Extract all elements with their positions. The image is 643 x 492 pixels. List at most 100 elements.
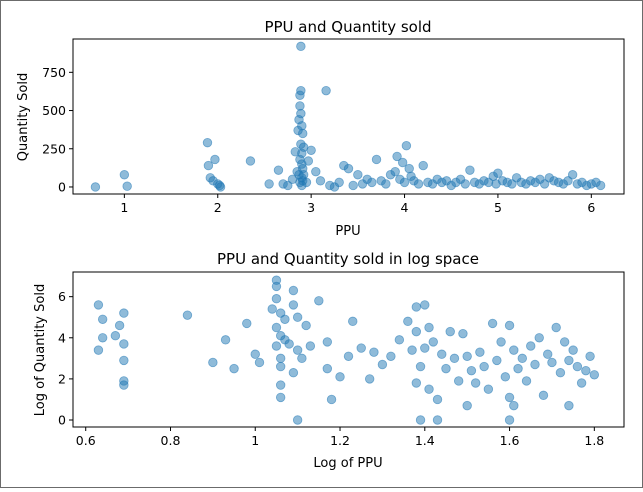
top-scatter-point	[493, 168, 503, 178]
bottom-scatter-point	[517, 353, 527, 364]
bottom-scatter-point	[547, 357, 557, 368]
top-scatter-point	[595, 180, 606, 191]
bottom-scatter-point	[335, 372, 345, 382]
bottom-scatter-point	[280, 314, 290, 324]
bottom-scatter-point	[292, 415, 303, 425]
top-y-tick-label: 500	[42, 103, 66, 118]
bottom-scatter-point	[220, 335, 231, 345]
top-scatter-point	[203, 160, 214, 171]
top-scatter-point	[399, 177, 410, 188]
top-scatter-point	[210, 154, 220, 165]
top-scatter-point	[264, 179, 274, 189]
bottom-scatter-plot: PPU and Quantity sold in log space 0.6 0.…	[33, 250, 625, 471]
top-scatter-point	[202, 137, 213, 148]
bottom-scatter-point	[521, 376, 532, 386]
top-scatter-point	[348, 180, 358, 191]
bottom-scatter-point	[411, 302, 422, 312]
top-scatter-point	[418, 160, 428, 171]
top-x-ticks: 1 2 3 4 5 6	[120, 194, 595, 215]
top-scatter-points	[90, 41, 606, 192]
bottom-scatter-point	[407, 345, 417, 355]
bottom-scatter-point	[500, 372, 511, 382]
top-scatter-point	[215, 182, 226, 192]
bottom-scatter-point	[538, 390, 549, 401]
bottom-scatter-point	[428, 337, 438, 347]
top-y-tick-label: 750	[42, 65, 66, 80]
top-scatter-point	[273, 165, 284, 175]
bottom-scatter-point	[509, 400, 519, 411]
bottom-scatter-point	[284, 339, 294, 349]
bottom-scatter-point	[275, 380, 286, 390]
top-scatter-point	[295, 101, 305, 111]
top-y-ticks: 0 250 500 750	[42, 65, 73, 194]
top-scatter-point	[296, 85, 306, 96]
top-scatter-point	[296, 41, 306, 52]
bottom-scatter-point	[301, 320, 311, 331]
bottom-scatter-point	[292, 312, 303, 322]
bottom-x-tick-label: 1.8	[584, 433, 604, 448]
top-scatter-point	[390, 166, 400, 177]
bottom-y-tick-label: 4	[58, 330, 66, 345]
bottom-scatter-point	[369, 347, 379, 357]
bottom-axes-frame	[72, 271, 625, 428]
bottom-scatter-point	[581, 365, 591, 376]
bottom-scatter-point	[576, 378, 587, 388]
bottom-scatter-points	[93, 275, 600, 425]
bottom-scatter-point	[297, 353, 307, 364]
top-scatter-point	[298, 128, 308, 139]
bottom-scatter-point	[271, 294, 282, 304]
bottom-scatter-point	[543, 349, 553, 359]
bottom-scatter-point	[348, 316, 358, 327]
bottom-scatter-point	[568, 345, 578, 355]
bottom-y-axis-label: Log of Quantity Sold	[33, 284, 48, 416]
top-chart-title: PPU and Quantity sold	[264, 18, 431, 36]
bottom-scatter-point	[229, 363, 239, 374]
bottom-scatter-point	[470, 378, 481, 388]
bottom-scatter-point	[182, 310, 193, 320]
bottom-scatter-point	[271, 341, 282, 351]
bottom-scatter-point	[437, 349, 447, 359]
bottom-scatter-point	[305, 341, 316, 351]
bottom-x-tick-label: 0.6	[76, 433, 96, 448]
top-y-axis-label: Quantity Sold	[16, 73, 31, 161]
bottom-scatter-point	[314, 296, 324, 306]
bottom-x-tick-label: 1	[251, 433, 259, 448]
bottom-scatter-point	[564, 400, 574, 411]
top-x-tick-label: 2	[214, 200, 222, 215]
bottom-scatter-point	[534, 333, 544, 343]
top-scatter-point	[460, 179, 470, 189]
bottom-scatter-point	[564, 355, 574, 366]
bottom-scatter-point	[504, 415, 515, 425]
bottom-scatter-point	[458, 328, 468, 339]
top-scatter-point	[122, 181, 132, 191]
bottom-scatter-point	[424, 384, 434, 394]
top-scatter-point	[567, 170, 578, 180]
bottom-scatter-point	[487, 318, 498, 329]
bottom-scatter-point	[271, 281, 282, 292]
bottom-scatter-point	[326, 394, 337, 405]
bottom-scatter-point	[271, 322, 282, 333]
top-y-tick-label: 0	[58, 179, 66, 194]
bottom-scatter-point	[275, 353, 286, 364]
top-scatter-point	[353, 170, 363, 180]
top-scatter-point	[303, 156, 314, 166]
bottom-scatter-point	[432, 394, 443, 405]
bottom-scatter-point	[555, 368, 566, 378]
bottom-scatter-point	[585, 351, 595, 361]
bottom-y-ticks: 0 2 4 6	[58, 289, 73, 428]
top-scatter-point	[381, 179, 391, 189]
top-scatter-point	[397, 157, 408, 168]
bottom-scatter-point	[424, 322, 434, 333]
bottom-scatter-point	[475, 347, 485, 357]
bottom-scatter-point	[119, 339, 129, 349]
top-scatter-point	[321, 85, 331, 96]
top-scatter-point	[371, 154, 382, 165]
bottom-scatter-point	[93, 345, 104, 355]
bottom-scatter-point	[479, 361, 489, 372]
top-scatter-point	[343, 163, 354, 174]
bottom-scatter-point	[411, 378, 422, 388]
bottom-scatter-point	[513, 363, 523, 374]
bottom-scatter-point	[364, 374, 375, 384]
bottom-x-tick-label: 1.4	[415, 433, 435, 448]
